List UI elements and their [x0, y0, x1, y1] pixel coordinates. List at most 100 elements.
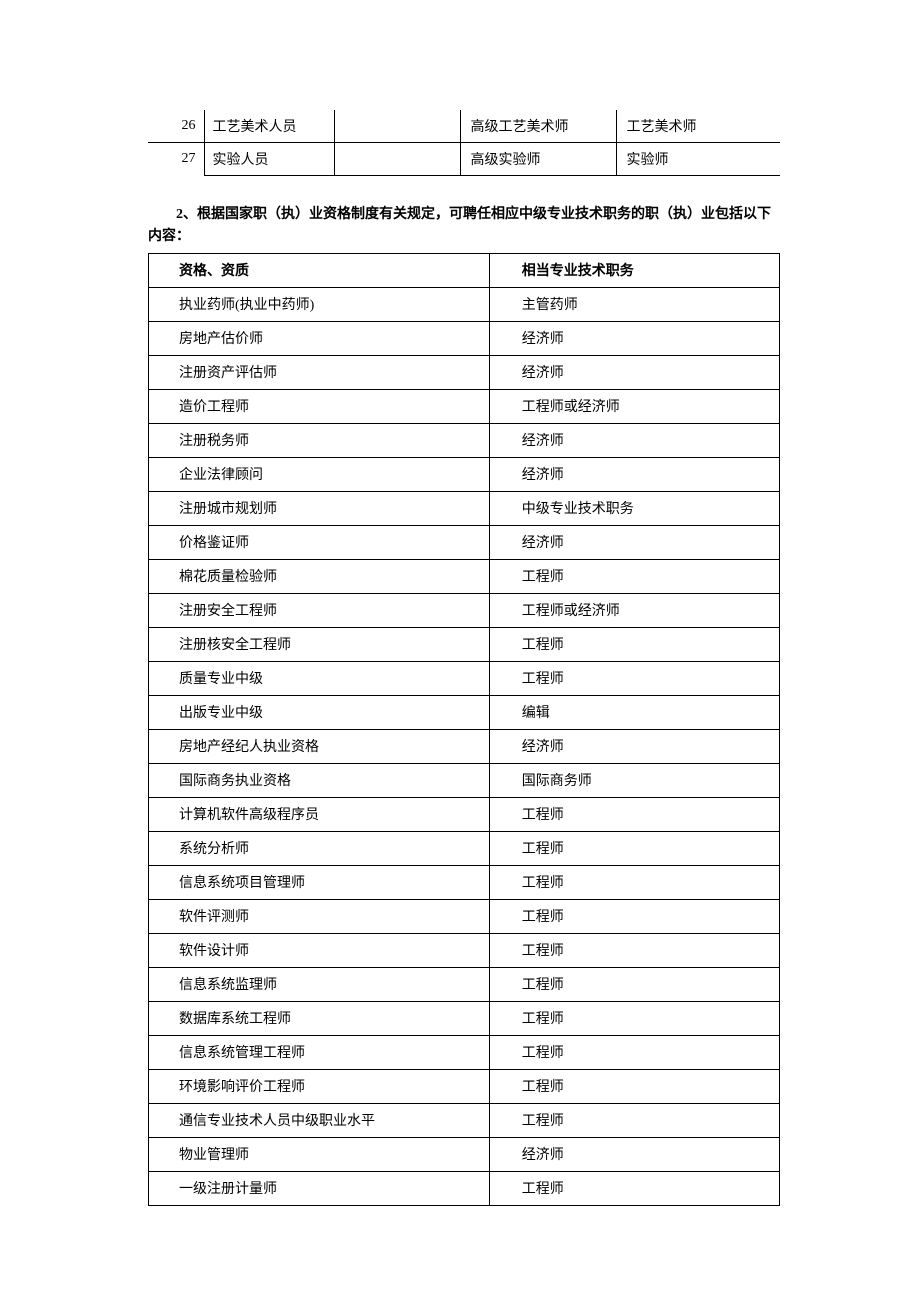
- equivalent-title: 工程师: [489, 1103, 779, 1137]
- table-row: 软件设计师工程师: [149, 933, 780, 967]
- table-row: 注册安全工程师工程师或经济师: [149, 593, 780, 627]
- table-row: 信息系统项目管理师工程师: [149, 865, 780, 899]
- equivalent-title: 工程师: [489, 933, 779, 967]
- equivalent-title: 工程师: [489, 1171, 779, 1205]
- qualification-name: 企业法律顾问: [149, 457, 490, 491]
- qualification-name: 数据库系统工程师: [149, 1001, 490, 1035]
- table-row: 通信专业技术人员中级职业水平工程师: [149, 1103, 780, 1137]
- table-row: 环境影响评价工程师工程师: [149, 1069, 780, 1103]
- table-row: 棉花质量检验师工程师: [149, 559, 780, 593]
- qualifications-table: 资格、资质 相当专业技术职务 执业药师(执业中药师)主管药师房地产估价师经济师注…: [148, 253, 780, 1206]
- equivalent-title: 工程师: [489, 1001, 779, 1035]
- table2-header-qualification: 资格、资质: [149, 253, 490, 287]
- qualification-name: 造价工程师: [149, 389, 490, 423]
- table-row: 执业药师(执业中药师)主管药师: [149, 287, 780, 321]
- professions-table-fragment: 26工艺美术人员 高级工艺美术师工艺美术师 27实验人员 高级实验师实验师: [148, 110, 780, 176]
- equivalent-title: 工程师或经济师: [489, 593, 779, 627]
- table-row: 注册资产评估师经济师: [149, 355, 780, 389]
- qualification-name: 注册城市规划师: [149, 491, 490, 525]
- equivalent-title: 经济师: [489, 457, 779, 491]
- table-row: 造价工程师工程师或经济师: [149, 389, 780, 423]
- qualification-name: 软件设计师: [149, 933, 490, 967]
- equivalent-title: 工程师: [489, 831, 779, 865]
- profession-name: 实验人员: [204, 143, 334, 176]
- table-row: 信息系统管理工程师工程师: [149, 1035, 780, 1069]
- qualification-name: 信息系统管理工程师: [149, 1035, 490, 1069]
- equivalent-title: 经济师: [489, 423, 779, 457]
- qualification-name: 信息系统监理师: [149, 967, 490, 1001]
- equivalent-title: 工程师: [489, 967, 779, 1001]
- table2-body: 执业药师(执业中药师)主管药师房地产估价师经济师注册资产评估师经济师造价工程师工…: [149, 287, 780, 1205]
- blank-cell: [334, 110, 460, 143]
- table-row: 质量专业中级工程师: [149, 661, 780, 695]
- table-row: 计算机软件高级程序员工程师: [149, 797, 780, 831]
- table-row: 企业法律顾问经济师: [149, 457, 780, 491]
- table-row: 系统分析师工程师: [149, 831, 780, 865]
- equivalent-title: 工程师: [489, 797, 779, 831]
- equivalent-title: 经济师: [489, 525, 779, 559]
- table-row: 国际商务执业资格国际商务师: [149, 763, 780, 797]
- qualification-name: 价格鉴证师: [149, 525, 490, 559]
- qualification-name: 房地产经纪人执业资格: [149, 729, 490, 763]
- qualification-name: 一级注册计量师: [149, 1171, 490, 1205]
- qualification-name: 房地产估价师: [149, 321, 490, 355]
- table-row: 软件评测师工程师: [149, 899, 780, 933]
- equivalent-title: 主管药师: [489, 287, 779, 321]
- table-row: 注册核安全工程师工程师: [149, 627, 780, 661]
- table2-header-equivalent: 相当专业技术职务: [489, 253, 779, 287]
- qualification-name: 棉花质量检验师: [149, 559, 490, 593]
- table2-header-row: 资格、资质 相当专业技术职务: [149, 253, 780, 287]
- table-row: 数据库系统工程师工程师: [149, 1001, 780, 1035]
- table-row: 注册城市规划师中级专业技术职务: [149, 491, 780, 525]
- equivalent-title: 经济师: [489, 321, 779, 355]
- table-row: 房地产经纪人执业资格经济师: [149, 729, 780, 763]
- qualification-name: 物业管理师: [149, 1137, 490, 1171]
- qualification-name: 环境影响评价工程师: [149, 1069, 490, 1103]
- equivalent-title: 经济师: [489, 355, 779, 389]
- equivalent-title: 经济师: [489, 1137, 779, 1171]
- equivalent-title: 经济师: [489, 729, 779, 763]
- qualification-name: 注册资产评估师: [149, 355, 490, 389]
- qualification-name: 信息系统项目管理师: [149, 865, 490, 899]
- table-row: 出版专业中级编辑: [149, 695, 780, 729]
- row-number: 27: [148, 143, 204, 176]
- table-row: 27实验人员 高级实验师实验师: [148, 143, 780, 176]
- equivalent-title: 工程师: [489, 1069, 779, 1103]
- table-row: 26工艺美术人员 高级工艺美术师工艺美术师: [148, 110, 780, 143]
- table-row: 物业管理师经济师: [149, 1137, 780, 1171]
- equivalent-title: 编辑: [489, 695, 779, 729]
- table-row: 注册税务师经济师: [149, 423, 780, 457]
- qualification-name: 通信专业技术人员中级职业水平: [149, 1103, 490, 1137]
- qualification-name: 注册安全工程师: [149, 593, 490, 627]
- equivalent-title: 工程师: [489, 899, 779, 933]
- section-2-title: 2、根据国家职（执）业资格制度有关规定，可聘任相应中级专业技术职务的职（执）业包…: [148, 204, 780, 249]
- qualification-name: 注册税务师: [149, 423, 490, 457]
- table-row: 一级注册计量师工程师: [149, 1171, 780, 1205]
- senior-title: 高级实验师: [460, 143, 616, 176]
- table-row: 信息系统监理师工程师: [149, 967, 780, 1001]
- equivalent-title: 工程师: [489, 627, 779, 661]
- mid-title: 实验师: [616, 143, 780, 176]
- table1-body: 26工艺美术人员 高级工艺美术师工艺美术师 27实验人员 高级实验师实验师: [148, 110, 780, 176]
- qualification-name: 国际商务执业资格: [149, 763, 490, 797]
- mid-title: 工艺美术师: [616, 110, 780, 143]
- qualification-name: 计算机软件高级程序员: [149, 797, 490, 831]
- row-number: 26: [148, 110, 204, 143]
- equivalent-title: 工程师: [489, 661, 779, 695]
- blank-cell: [334, 143, 460, 176]
- qualification-name: 注册核安全工程师: [149, 627, 490, 661]
- profession-name: 工艺美术人员: [204, 110, 334, 143]
- table-row: 房地产估价师经济师: [149, 321, 780, 355]
- equivalent-title: 工程师: [489, 559, 779, 593]
- qualification-name: 质量专业中级: [149, 661, 490, 695]
- equivalent-title: 工程师或经济师: [489, 389, 779, 423]
- qualification-name: 执业药师(执业中药师): [149, 287, 490, 321]
- qualification-name: 出版专业中级: [149, 695, 490, 729]
- senior-title: 高级工艺美术师: [460, 110, 616, 143]
- qualification-name: 系统分析师: [149, 831, 490, 865]
- equivalent-title: 工程师: [489, 865, 779, 899]
- equivalent-title: 工程师: [489, 1035, 779, 1069]
- table-row: 价格鉴证师经济师: [149, 525, 780, 559]
- equivalent-title: 中级专业技术职务: [489, 491, 779, 525]
- qualification-name: 软件评测师: [149, 899, 490, 933]
